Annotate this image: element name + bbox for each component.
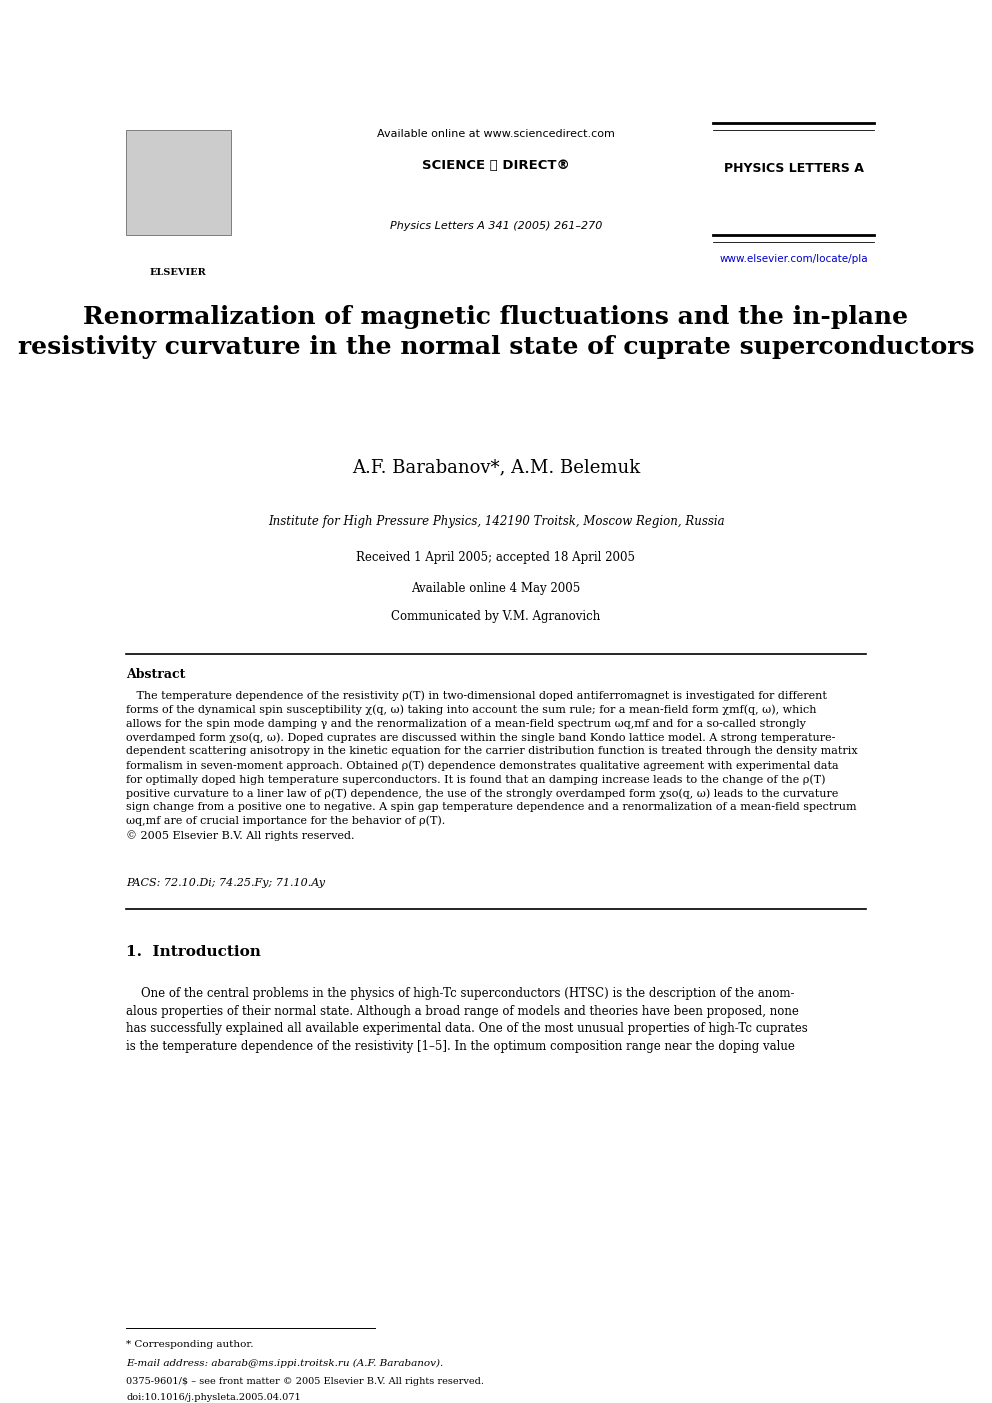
- Text: 0375-9601/$ – see front matter © 2005 Elsevier B.V. All rights reserved.: 0375-9601/$ – see front matter © 2005 El…: [126, 1378, 484, 1386]
- Text: doi:10.1016/j.physleta.2005.04.071: doi:10.1016/j.physleta.2005.04.071: [126, 1393, 301, 1402]
- Text: www.elsevier.com/locate/pla: www.elsevier.com/locate/pla: [719, 254, 868, 265]
- Text: Available online at www.sciencedirect.com: Available online at www.sciencedirect.co…: [377, 129, 615, 139]
- Text: SCIENCE ⓐ DIRECT®: SCIENCE ⓐ DIRECT®: [422, 160, 570, 173]
- Text: Received 1 April 2005; accepted 18 April 2005: Received 1 April 2005; accepted 18 April…: [356, 551, 636, 564]
- Text: Institute for High Pressure Physics, 142190 Troitsk, Moscow Region, Russia: Institute for High Pressure Physics, 142…: [268, 515, 724, 528]
- Text: PACS: 72.10.Di; 74.25.Fy; 71.10.Ay: PACS: 72.10.Di; 74.25.Fy; 71.10.Ay: [126, 878, 325, 888]
- Text: E-mail address: abarab@ms.ippi.troitsk.ru (A.F. Barabanov).: E-mail address: abarab@ms.ippi.troitsk.r…: [126, 1360, 443, 1368]
- Text: 1.  Introduction: 1. Introduction: [126, 946, 261, 960]
- Text: * Corresponding author.: * Corresponding author.: [126, 1340, 254, 1348]
- Text: Physics Letters A 341 (2005) 261–270: Physics Letters A 341 (2005) 261–270: [390, 220, 602, 231]
- Text: A.F. Barabanov*, A.M. Belemuk: A.F. Barabanov*, A.M. Belemuk: [352, 459, 640, 477]
- FancyBboxPatch shape: [126, 130, 230, 234]
- Text: PHYSICS LETTERS A: PHYSICS LETTERS A: [723, 163, 863, 175]
- Text: Renormalization of magnetic fluctuations and the in-plane
resistivity curvature : Renormalization of magnetic fluctuations…: [18, 304, 974, 359]
- Text: One of the central problems in the physics of high-Tc superconductors (HTSC) is : One of the central problems in the physi…: [126, 988, 807, 1052]
- Text: The temperature dependence of the resistivity ρ(T) in two-dimensional doped anti: The temperature dependence of the resist…: [126, 690, 858, 840]
- Text: Abstract: Abstract: [126, 668, 186, 682]
- Text: Communicated by V.M. Agranovich: Communicated by V.M. Agranovich: [392, 610, 600, 623]
- Text: ELSEVIER: ELSEVIER: [150, 268, 206, 278]
- Text: Available online 4 May 2005: Available online 4 May 2005: [412, 582, 580, 595]
